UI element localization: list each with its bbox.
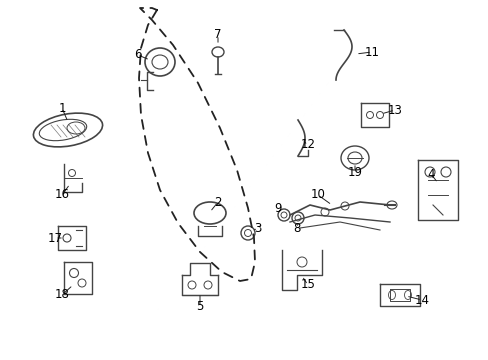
Text: 17: 17	[47, 231, 62, 244]
Text: 13: 13	[387, 104, 402, 117]
Text: 19: 19	[347, 166, 362, 179]
Text: 3: 3	[254, 221, 261, 234]
Text: 10: 10	[310, 189, 325, 202]
Text: 16: 16	[54, 189, 69, 202]
Text: 11: 11	[364, 45, 379, 58]
Text: 18: 18	[55, 288, 69, 302]
Text: 14: 14	[414, 293, 428, 306]
Text: 7: 7	[214, 28, 221, 41]
Text: 8: 8	[293, 221, 300, 234]
Text: 2: 2	[214, 195, 221, 208]
Text: 6: 6	[134, 49, 142, 62]
Text: 9: 9	[274, 202, 281, 215]
Text: 5: 5	[196, 301, 203, 314]
Text: 1: 1	[58, 102, 65, 114]
Text: 4: 4	[427, 167, 434, 180]
Text: 12: 12	[300, 139, 315, 152]
Text: 15: 15	[300, 279, 315, 292]
